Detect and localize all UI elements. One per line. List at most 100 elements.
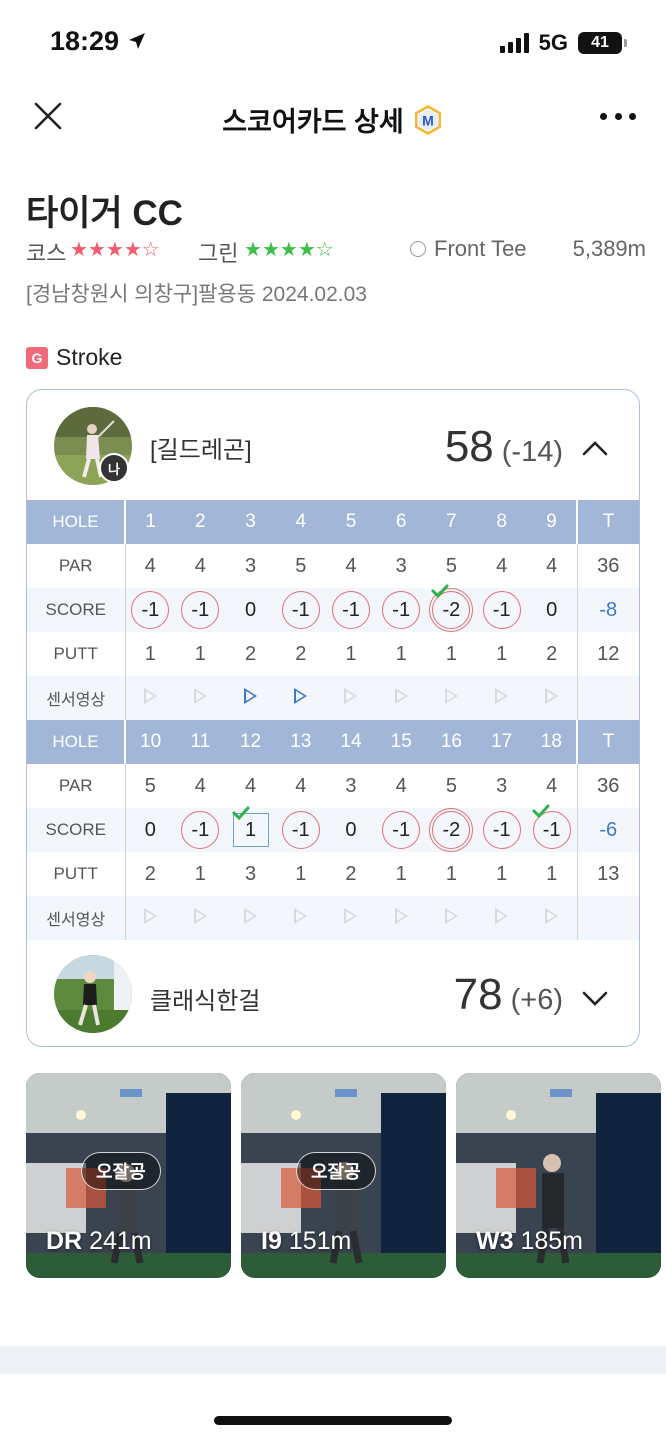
game-mode-label: Stroke [56, 344, 123, 370]
clip-label: I9 151m [261, 1227, 352, 1255]
putt-total: 12 [576, 632, 639, 676]
hole-number: 18 [526, 720, 577, 764]
hole-number: 14 [325, 720, 377, 764]
sensor-video-cell [526, 676, 577, 720]
par-total: 36 [576, 764, 639, 808]
putt-cell: 1 [546, 862, 558, 885]
play-icon [545, 907, 559, 924]
signal-icon [499, 33, 529, 53]
player-score-value: 58 [444, 422, 494, 471]
hole-number: 2 [175, 500, 226, 544]
putt-cell: 2 [345, 862, 357, 885]
hole-row: HOLE 1 2 3 4 5 6 7 8 9 T [27, 500, 639, 544]
play-icon [143, 907, 157, 924]
putt-cell: 1 [395, 642, 407, 665]
par-cell: 4 [144, 554, 156, 577]
par-cell: 3 [496, 774, 508, 797]
putt-cell: 1 [295, 862, 307, 885]
score-value: -1 [482, 811, 521, 849]
play-icon [193, 907, 207, 924]
play-icon [394, 687, 408, 704]
sensor-video-cell [175, 896, 226, 940]
green-rating-label: 그린 [198, 241, 239, 266]
row-label: SCORE [27, 808, 126, 852]
par-cell: 3 [345, 774, 357, 797]
play-icon [294, 907, 308, 924]
play-icon [444, 687, 458, 704]
score-cell: -1 [476, 808, 527, 852]
play-icon [495, 687, 509, 704]
home-indicator[interactable] [214, 1416, 452, 1425]
status-bar: 18:29 5G 41 [0, 0, 666, 90]
score-cell: 0 [526, 588, 577, 632]
scorecard-back-nine: HOLE 10 11 12 13 14 15 16 17 18 T PAR 5 4 4 4 3 4 5 3 4 36 SCO… [27, 720, 639, 940]
row-label: PUTT [27, 852, 126, 896]
player-row-1[interactable]: 나 [길드레곤] 58 (-14) [27, 390, 639, 500]
network-type: 5G [538, 30, 568, 55]
score-value: -1 [281, 591, 320, 629]
play-icon[interactable] [294, 687, 308, 704]
par-cell: 4 [295, 774, 307, 797]
sensor-video-cell [125, 676, 176, 720]
shot-clip-card[interactable]: 오잘공 I9 151m [241, 1073, 446, 1278]
course-name: 타이거 CC [26, 194, 183, 233]
sensor-video-cell [476, 896, 527, 940]
hole-number: 7 [426, 500, 477, 544]
score-total: -6 [576, 808, 639, 852]
more-options-icon[interactable] [600, 104, 636, 128]
score-cell: -1 [175, 588, 226, 632]
chevron-up-icon[interactable] [581, 438, 609, 458]
game-mode-badge: G [26, 346, 48, 369]
score-value: -1 [281, 811, 320, 849]
footer-divider [0, 1346, 666, 1374]
score-cell: -1 [376, 588, 427, 632]
row-label: 센서영상 [27, 676, 126, 720]
score-value: -1 [181, 591, 220, 629]
score-value: -1 [331, 591, 370, 629]
shot-clip-card[interactable]: 오잘공 DR 241m [26, 1073, 231, 1278]
score-value: 0 [144, 818, 156, 841]
putt-cell: 2 [546, 642, 558, 665]
player-name: [길드레곤] [150, 437, 252, 464]
sensor-video-cell[interactable] [275, 676, 326, 720]
chevron-down-icon[interactable] [581, 988, 609, 1008]
score-cell: 0 [125, 808, 176, 852]
putt-cell: 1 [144, 642, 156, 665]
par-cell: 3 [244, 554, 257, 577]
score-cell: -1 [125, 588, 176, 632]
sensor-video-cell [225, 896, 276, 940]
total-header: T [576, 720, 639, 764]
shot-clip-card[interactable]: W3 185m [456, 1073, 661, 1278]
par-row: PAR 5 4 4 4 3 4 5 3 4 36 [27, 764, 639, 808]
status-time: 18:29 [50, 26, 147, 57]
me-badge: 나 [99, 453, 129, 483]
player-row-2[interactable]: 클래식한걸 78 (+6) [27, 940, 639, 1046]
play-icon [444, 907, 458, 924]
putt-cell: 1 [496, 642, 508, 665]
score-cell: -2 [426, 808, 477, 852]
hole-number: 10 [125, 720, 176, 764]
sensor-video-cell [426, 896, 477, 940]
putt-cell: 1 [345, 642, 357, 665]
play-icon[interactable] [244, 687, 258, 704]
check-icon [431, 584, 449, 598]
sensor-video-row: 센서영상 [27, 896, 639, 940]
sensor-video-cell[interactable] [225, 676, 276, 720]
putt-cell: 1 [496, 862, 508, 885]
par-cell: 4 [496, 554, 508, 577]
battery-icon: 41 [578, 32, 627, 54]
par-cell: 5 [144, 774, 156, 797]
nav-bar: 스코어카드 상세 M [0, 90, 666, 150]
shot-clips: 오잘공 DR 241m 오잘공 I9 151m [26, 1073, 666, 1278]
sensor-total [576, 676, 639, 720]
play-icon [394, 907, 408, 924]
page-title: 스코어카드 상세 M [0, 100, 666, 139]
par-cell: 4 [546, 774, 558, 797]
row-label: PAR [27, 544, 126, 588]
sensor-video-cell [426, 676, 477, 720]
check-icon [532, 804, 550, 818]
close-icon[interactable] [30, 98, 66, 134]
score-cell: -1 [175, 808, 226, 852]
player-score-value: 78 [453, 970, 503, 1019]
course-rating-stars: ★★★★☆ [70, 239, 160, 261]
